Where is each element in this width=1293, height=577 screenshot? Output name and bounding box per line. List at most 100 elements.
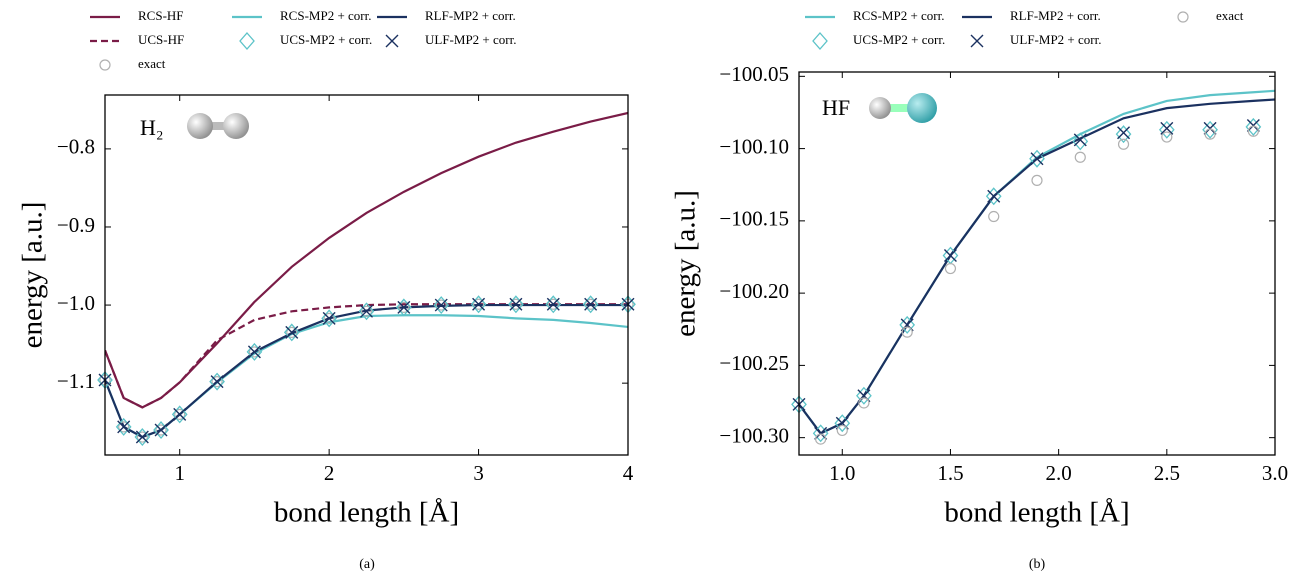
data-point — [899, 315, 916, 334]
data-point — [211, 375, 223, 388]
data-point — [155, 424, 167, 436]
data-point — [118, 421, 130, 433]
data-point — [858, 397, 870, 409]
data-point — [283, 323, 300, 342]
data-point — [508, 295, 524, 314]
data-point — [286, 326, 298, 338]
legend-label: RLF-MP2 + corr. — [425, 8, 516, 23]
data-point — [1117, 126, 1131, 140]
data-point — [1160, 121, 1174, 135]
data-point — [470, 295, 487, 314]
data-point — [115, 417, 132, 436]
legend-marker — [239, 32, 255, 50]
data-point — [1161, 131, 1173, 143]
x-tick-label: 3.0 — [1262, 461, 1288, 485]
x-tick-label: 1.5 — [937, 461, 963, 485]
data-point — [510, 298, 522, 310]
data-point — [814, 426, 828, 440]
y-axis-label: energy [a.u.] — [670, 190, 702, 337]
data-point — [546, 297, 560, 311]
data-point — [117, 420, 131, 434]
caption: (b) — [1029, 557, 1046, 572]
data-point — [209, 372, 225, 391]
data-point — [547, 298, 559, 310]
legend-marker — [99, 59, 111, 71]
data-point — [210, 375, 224, 389]
legend-label: RLF-MP2 + corr. — [1010, 8, 1101, 23]
legend-label: ULF-MP2 + corr. — [425, 32, 516, 47]
series-line — [799, 98, 1275, 435]
legend-marker — [385, 34, 399, 48]
series-line — [799, 89, 1275, 435]
data-point — [834, 414, 851, 433]
legend-label: UCS-HF — [138, 32, 184, 47]
plot-frame — [798, 71, 1276, 456]
annotation: HF — [822, 95, 850, 120]
data-point — [856, 386, 872, 405]
y-tick-label: −100.10 — [719, 134, 789, 158]
legend-marker — [1177, 11, 1189, 23]
data-point — [943, 249, 957, 263]
annotation: H₂ — [140, 115, 164, 140]
data-point — [246, 342, 263, 361]
data-point — [285, 325, 299, 339]
data-point — [397, 300, 411, 314]
data-point — [134, 428, 151, 447]
data-point — [247, 345, 261, 359]
data-point — [136, 431, 148, 443]
x-tick-label: 1.0 — [829, 461, 855, 485]
legend-label: RCS-MP2 + corr. — [280, 8, 371, 23]
data-point — [154, 423, 168, 437]
data-point — [398, 301, 410, 314]
y-tick-label: −100.05 — [719, 62, 789, 86]
y-tick-label: −1.1 — [57, 369, 95, 393]
data-point — [321, 309, 338, 328]
data-point — [582, 295, 599, 314]
series-line — [105, 111, 628, 409]
data-point — [395, 298, 412, 317]
data-point — [1246, 118, 1260, 132]
h2-molecule-icon — [187, 113, 249, 139]
data-point — [1072, 132, 1089, 151]
x-tick-label: 2.5 — [1154, 461, 1180, 485]
x-tick-label: 3 — [473, 461, 484, 485]
data-point — [358, 302, 375, 321]
data-point — [836, 424, 848, 437]
data-point — [1202, 120, 1218, 139]
legend-marker — [970, 34, 984, 48]
x-axis-label: bond length [Å] — [274, 497, 459, 529]
legend-label: UCS-MP2 + corr. — [853, 32, 945, 47]
data-point — [472, 297, 486, 311]
data-point — [585, 298, 597, 310]
x-tick-label: 2.0 — [1046, 461, 1072, 485]
data-point — [988, 210, 1000, 223]
data-point — [1247, 125, 1259, 137]
data-point — [1245, 117, 1262, 136]
plot-frame — [104, 94, 629, 456]
y-axis-label: energy [a.u.] — [17, 202, 49, 349]
data-point — [1204, 128, 1216, 140]
data-point — [1073, 133, 1087, 147]
legend-marker — [812, 32, 828, 50]
y-tick-label: −0.9 — [57, 213, 95, 237]
data-point — [509, 297, 523, 311]
data-point — [174, 408, 186, 420]
data-point — [323, 312, 335, 324]
x-tick-label: 4 — [623, 461, 634, 485]
hf-molecule-icon — [869, 93, 937, 123]
x-tick-label: 2 — [324, 461, 335, 485]
data-point — [171, 405, 188, 424]
data-point — [433, 296, 450, 315]
plot-area — [105, 111, 628, 439]
y-tick-label: −0.8 — [57, 135, 95, 159]
legend-label: UCS-MP2 + corr. — [280, 32, 372, 47]
data-point — [584, 297, 598, 311]
y-tick-label: −100.30 — [719, 423, 789, 447]
y-tick-label: −100.20 — [719, 279, 789, 303]
data-point — [812, 424, 829, 443]
data-point — [1031, 174, 1043, 186]
data-point — [901, 326, 913, 338]
data-point — [1030, 152, 1044, 166]
data-point — [985, 187, 1002, 206]
data-point — [248, 346, 261, 358]
